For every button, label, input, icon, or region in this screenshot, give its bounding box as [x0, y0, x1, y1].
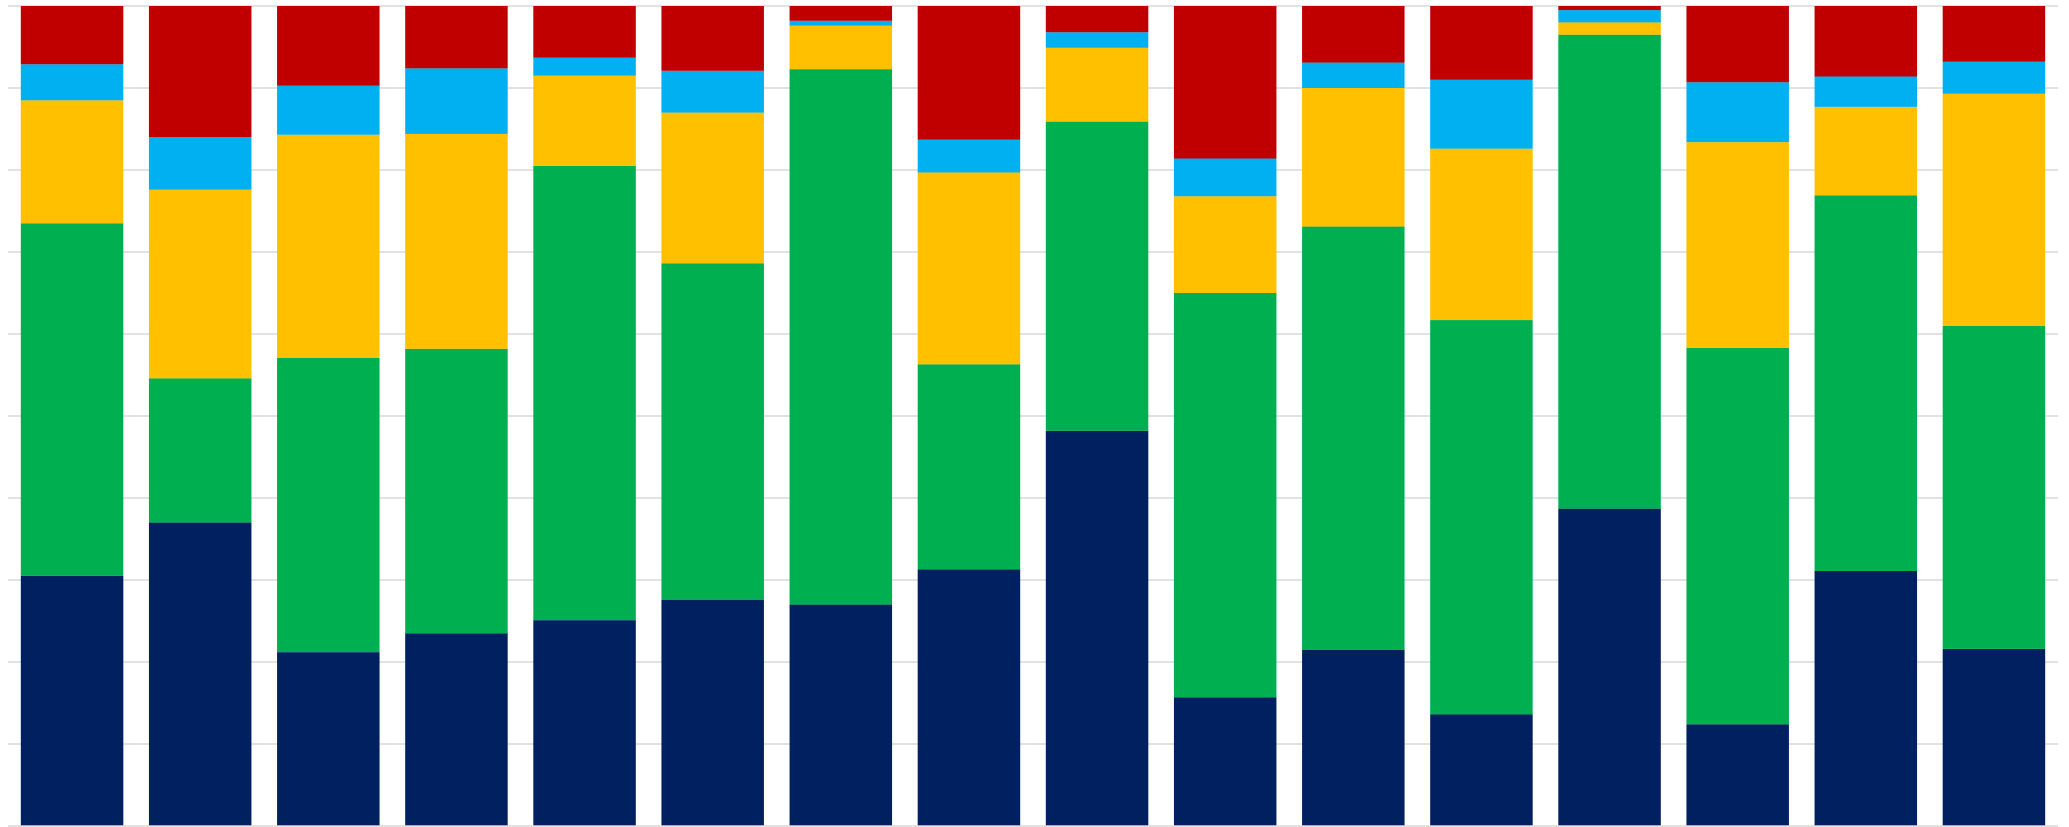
bar-segment-12-series-3 — [1430, 148, 1533, 321]
bar-segment-16-series-5 — [1942, 6, 2046, 62]
bar-segment-12-series-4 — [1430, 79, 1533, 149]
bar-segment-1-series-3 — [20, 100, 124, 224]
bar-segment-9-series-4 — [1045, 32, 1149, 48]
bar-segment-11-series-1 — [1302, 649, 1405, 826]
bar-segment-10-series-4 — [1173, 158, 1277, 197]
bar-segment-11-series-5 — [1302, 6, 1405, 63]
bar-segment-8-series-1 — [917, 569, 1021, 826]
bar-segment-11-series-2 — [1302, 226, 1405, 650]
bar-segment-3-series-4 — [277, 85, 380, 135]
bar-segment-14-series-1 — [1686, 724, 1789, 826]
bar-segment-4-series-1 — [405, 633, 508, 826]
bar-segment-2-series-1 — [148, 522, 252, 826]
bar-segment-6-series-5 — [661, 6, 764, 71]
bar-segment-3-series-3 — [277, 134, 380, 358]
bar-segment-15-series-1 — [1814, 570, 1918, 826]
bars — [20, 6, 2046, 826]
bar-segment-13-series-4 — [1558, 10, 1661, 23]
bar-segment-4-series-2 — [405, 348, 508, 634]
bar-segment-6-series-4 — [661, 70, 764, 113]
bar-segment-4-series-4 — [405, 68, 508, 134]
bar-segment-6-series-2 — [661, 263, 764, 600]
bar-segment-2-series-3 — [148, 189, 252, 379]
bar-segment-7-series-2 — [789, 69, 893, 605]
bar-segment-15-series-3 — [1814, 106, 1918, 196]
bar-segment-1-series-5 — [20, 6, 124, 65]
bar-segment-7-series-1 — [789, 604, 893, 826]
bar-segment-4-series-3 — [405, 133, 508, 349]
bar-segment-16-series-4 — [1942, 61, 2046, 94]
bar-segment-12-series-1 — [1430, 714, 1533, 826]
bar-segment-2-series-2 — [148, 378, 252, 523]
bar-segment-13-series-5 — [1558, 6, 1661, 11]
bar-segment-1-series-4 — [20, 64, 124, 101]
bar-segment-5-series-4 — [533, 57, 636, 76]
bar-segment-9-series-3 — [1045, 47, 1149, 122]
bar-segment-11-series-3 — [1302, 88, 1405, 227]
bar-segment-8-series-3 — [917, 172, 1021, 365]
bar-segment-13-series-3 — [1558, 22, 1661, 35]
bar-segment-5-series-3 — [533, 75, 636, 166]
bar-segment-8-series-4 — [917, 139, 1021, 173]
bar-segment-13-series-1 — [1558, 508, 1661, 826]
bar-segment-15-series-2 — [1814, 195, 1918, 571]
bar-segment-16-series-3 — [1942, 93, 2046, 326]
bar-segment-9-series-2 — [1045, 121, 1149, 431]
bar-segment-9-series-1 — [1045, 430, 1149, 826]
bar-segment-7-series-4 — [789, 20, 893, 26]
bar-segment-14-series-3 — [1686, 142, 1789, 348]
bar-segment-3-series-2 — [277, 357, 380, 653]
bar-segment-14-series-4 — [1686, 82, 1789, 143]
bar-segment-13-series-2 — [1558, 34, 1661, 509]
bar-segment-7-series-3 — [789, 25, 893, 70]
bar-segment-12-series-2 — [1430, 320, 1533, 715]
bar-segment-5-series-2 — [533, 165, 636, 621]
bar-segment-2-series-5 — [148, 6, 252, 138]
bar-segment-12-series-5 — [1430, 6, 1533, 80]
bar-segment-10-series-1 — [1173, 697, 1277, 826]
bar-segment-15-series-4 — [1814, 76, 1918, 107]
bar-segment-7-series-5 — [789, 6, 893, 21]
bar-segment-6-series-3 — [661, 112, 764, 264]
bar-segment-8-series-5 — [917, 6, 1021, 140]
bar-segment-1-series-2 — [20, 223, 124, 576]
bar-segment-2-series-4 — [148, 137, 252, 190]
bar-segment-14-series-2 — [1686, 347, 1789, 725]
bar-segment-5-series-1 — [533, 620, 636, 826]
bar-segment-3-series-1 — [277, 652, 380, 826]
bar-segment-16-series-2 — [1942, 325, 2046, 649]
bar-segment-10-series-5 — [1173, 6, 1277, 159]
bar-segment-16-series-1 — [1942, 648, 2046, 826]
bar-segment-14-series-5 — [1686, 6, 1789, 83]
bar-segment-15-series-5 — [1814, 6, 1918, 77]
bar-segment-1-series-1 — [20, 575, 124, 826]
bar-segment-10-series-2 — [1173, 293, 1277, 698]
bar-segment-6-series-1 — [661, 599, 764, 826]
bar-segment-10-series-3 — [1173, 196, 1277, 293]
bar-segment-3-series-5 — [277, 6, 380, 86]
bar-segment-9-series-5 — [1045, 6, 1149, 33]
bar-segment-5-series-5 — [533, 6, 636, 58]
bar-segment-8-series-2 — [917, 364, 1021, 570]
bar-segment-11-series-4 — [1302, 62, 1405, 88]
bar-segment-4-series-5 — [405, 6, 508, 69]
